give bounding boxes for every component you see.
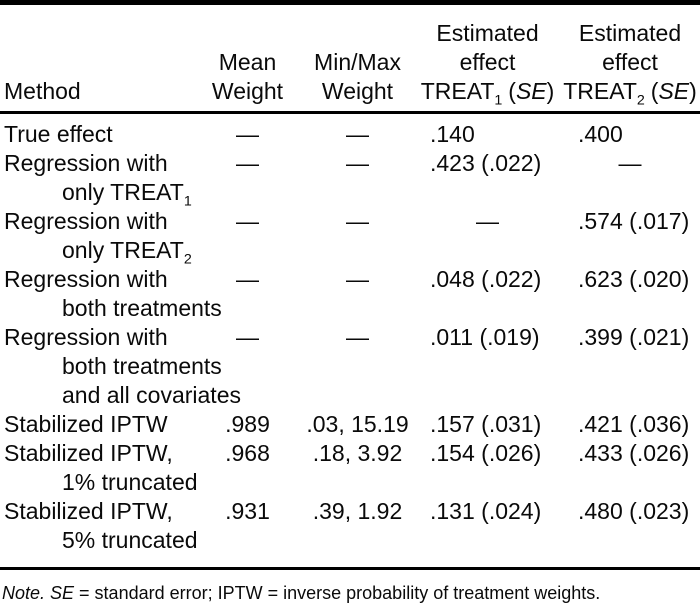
minmax-weight-cell: .39, 1.92 <box>312 498 403 524</box>
table-row-regression-only-treat1: Regression with only TREAT1 — — .423 (.0… <box>0 149 700 210</box>
minmax-weight-cell: .18, 3.92 <box>312 440 403 466</box>
table-row-stabilized-iptw-5pct: Stabilized IPTW, 5% truncated .931 .39, … <box>0 497 700 555</box>
table-row-regression-only-treat2: Regression with only TREAT2 — — — .574 (… <box>0 207 700 268</box>
minmax-weight-cell: — <box>346 266 369 292</box>
minmax-weight-cell: — <box>346 121 369 147</box>
minmax-weight-cell: — <box>346 150 369 176</box>
col-header-method-label: Method <box>4 78 81 104</box>
treat2-effect-cell: .399 (.021) <box>578 324 690 350</box>
table-row-regression-both-covariates: Regression with both treatments and all … <box>0 323 700 410</box>
mean-weight-cell: .968 <box>225 440 270 466</box>
table-row-regression-both-treatments: Regression with both treatments — — .048… <box>0 265 700 323</box>
mean-weight-cell: — <box>236 266 259 292</box>
col-header-estimated-effect-treat2: Estimated effect TREAT2 (SE) <box>563 20 697 109</box>
mean-weight-cell: — <box>236 150 259 176</box>
mean-weight-cell: .989 <box>225 411 270 437</box>
mean-weight-cell: — <box>236 324 259 350</box>
header-body-rule <box>0 111 700 114</box>
table-bottom-rule <box>0 567 700 570</box>
treat2-effect-cell: .400 <box>578 121 623 147</box>
col-header-method: Method <box>0 77 195 106</box>
treat2-effect-cell: .480 (.023) <box>578 498 690 524</box>
table-row-true-effect: True effect — — .140 .400 <box>0 120 700 149</box>
treat1-effect-cell: .154 (.026) <box>430 440 542 466</box>
treat2-effect-cell: .623 (.020) <box>578 266 690 292</box>
method-cell: Stabilized IPTW, 5% truncated <box>4 498 198 553</box>
table-row-stabilized-iptw-1pct: Stabilized IPTW, 1% truncated .968 .18, … <box>0 439 700 497</box>
treat2-effect-cell: .421 (.036) <box>578 411 690 437</box>
method-cell: Regression with both treatments <box>4 266 222 321</box>
note-text: = standard error; IPTW = inverse probabi… <box>74 583 601 603</box>
table-header-row: Method Mean Weight Min/Max Weight Estima… <box>0 5 700 111</box>
note-label: Note. <box>2 583 46 603</box>
method-cell: Regression with both treatments and all … <box>4 324 241 408</box>
mean-weight-cell: — <box>236 208 259 234</box>
treat2-effect-cell: — <box>618 150 642 176</box>
col-header-mean-weight: Mean Weight <box>211 49 284 104</box>
table-top-rule <box>0 0 700 5</box>
method-cell: True effect <box>4 121 113 147</box>
treat1-effect-cell: .048 (.022) <box>430 266 542 292</box>
col-header-minmax-weight: Min/Max Weight <box>314 49 401 104</box>
treat2-effect-cell: .574 (.017) <box>578 208 690 234</box>
treat1-effect-cell: .423 (.022) <box>430 150 542 176</box>
treat1-effect-cell: .140 <box>430 121 475 147</box>
method-cell: Regression with only TREAT1 <box>4 150 192 210</box>
treat2-effect-cell: .433 (.026) <box>578 440 690 466</box>
treat1-effect-cell: .157 (.031) <box>430 411 542 437</box>
method-cell: Regression with only TREAT2 <box>4 208 192 268</box>
col-header-estimated-effect-treat1: Estimated effect TREAT1 (SE) <box>420 20 555 109</box>
method-cell: Stabilized IPTW <box>4 411 168 437</box>
treat1-effect-cell: .131 (.024) <box>430 498 542 524</box>
treat1-effect-cell: .011 (.019) <box>430 324 540 350</box>
note-se-abbrev: SE <box>45 583 75 603</box>
table-row-stabilized-iptw: Stabilized IPTW .989 .03, 15.19 .157 (.0… <box>0 410 700 439</box>
treat1-effect-cell: — <box>476 208 499 234</box>
minmax-weight-cell: — <box>346 324 369 350</box>
mean-weight-cell: .931 <box>225 498 270 524</box>
minmax-weight-cell: — <box>346 208 369 234</box>
table-note: Note. SE = standard error; IPTW = invers… <box>0 583 700 604</box>
table-body: True effect — — .140 .400 Regression wit… <box>0 114 700 555</box>
method-cell: Stabilized IPTW, 1% truncated <box>4 440 198 495</box>
mean-weight-cell: — <box>236 121 259 147</box>
minmax-weight-cell: .03, 15.19 <box>306 411 409 437</box>
